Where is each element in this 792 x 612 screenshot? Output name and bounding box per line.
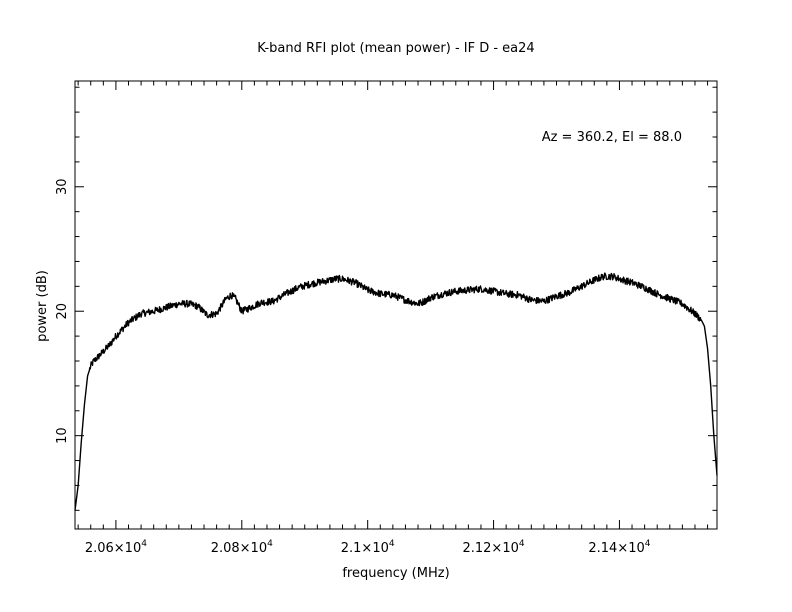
x-tick-label: 2.12×104 <box>462 539 524 556</box>
az-el-annotation: Az = 360.2, El = 88.0 <box>542 130 682 145</box>
y-tick-label: 20 <box>55 303 70 320</box>
x-tick-label: 2.14×104 <box>588 539 650 556</box>
plot-area: 2.06×104 2.08×104 2.1×104 2.12×104 2.14×104 1… <box>55 80 718 556</box>
y-tick-label: 30 <box>55 179 70 196</box>
chart-title: K-band RFI plot (mean power) - IF D - ea… <box>257 41 534 56</box>
x-tick-label: 2.1×104 <box>341 539 395 556</box>
x-axis-label: frequency (MHz) <box>342 566 449 581</box>
y-axis-label: power (dB) <box>35 270 50 342</box>
plot-frame <box>74 80 718 530</box>
x-tick-label: 2.08×104 <box>211 539 273 556</box>
power-series-line <box>74 272 718 511</box>
y-tick-label: 10 <box>55 427 70 444</box>
x-tick-label: 2.06×104 <box>85 539 147 556</box>
